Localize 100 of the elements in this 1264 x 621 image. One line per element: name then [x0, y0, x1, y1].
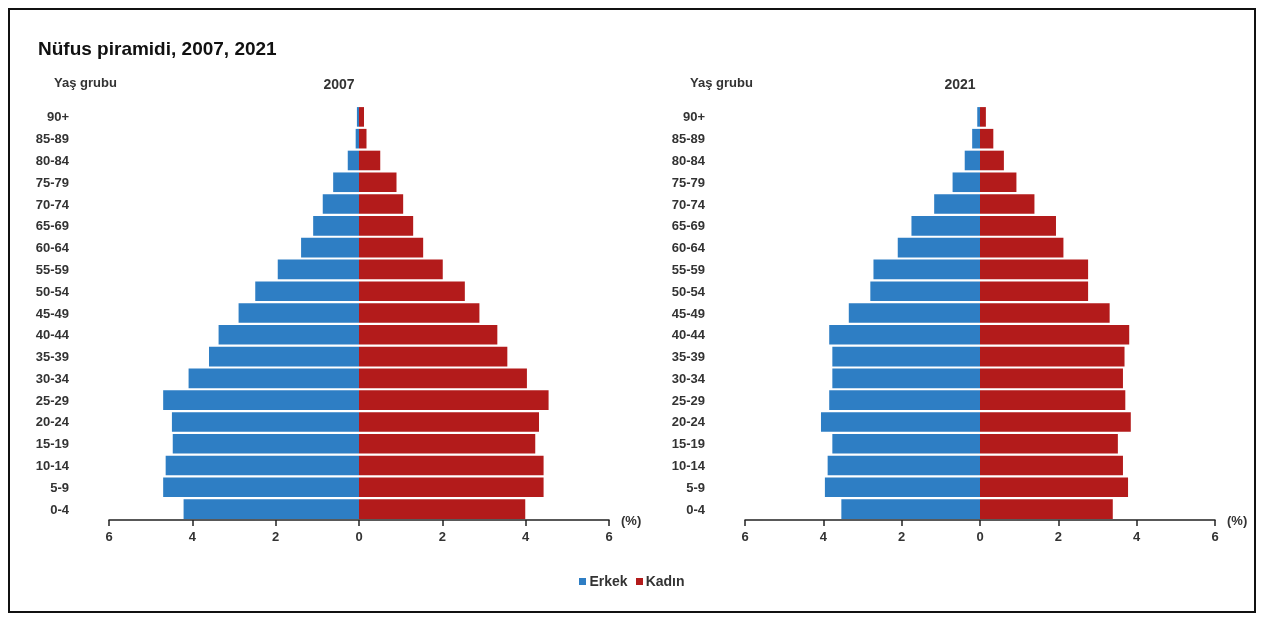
bar — [980, 499, 1113, 519]
x-tick-label: 2 — [898, 529, 906, 544]
bar — [163, 477, 359, 498]
bar — [980, 477, 1129, 498]
bar — [980, 107, 986, 127]
legend-label: Kadın — [645, 573, 685, 589]
x-tick-label: 6 — [1211, 529, 1219, 544]
x-tick-label: 4 — [188, 529, 197, 544]
y-tick-label: 25-29 — [35, 392, 69, 408]
y-tick-label: 75-79 — [35, 174, 69, 190]
x-tick-label: 4 — [819, 529, 828, 544]
y-tick-label: 45-49 — [35, 305, 69, 321]
y-tick-label: 80-84 — [35, 152, 70, 168]
bar — [977, 107, 980, 127]
y-tick-label: 70-74 — [671, 196, 706, 212]
y-tick-label: 60-64 — [35, 240, 70, 256]
bar — [832, 346, 980, 367]
bar — [238, 303, 359, 323]
bar — [980, 259, 1089, 280]
y-tick-label: 80-84 — [671, 152, 706, 168]
y-tick-label: 30-34 — [35, 370, 70, 386]
y-tick-label: 40-44 — [671, 327, 706, 343]
bar — [359, 433, 536, 454]
bar — [848, 303, 980, 323]
x-axis-title: (%) — [621, 512, 642, 528]
bar — [897, 237, 980, 258]
bar — [183, 499, 359, 519]
bar — [359, 150, 381, 171]
y-tick-label: 30-34 — [671, 370, 706, 386]
bar — [980, 128, 994, 149]
y-tick-label: 20-24 — [671, 414, 706, 430]
y-tick-label: 20-24 — [35, 414, 70, 430]
y-tick-label: 55-59 — [35, 261, 69, 277]
bar — [964, 150, 980, 171]
bar — [359, 477, 544, 498]
bar — [824, 477, 980, 498]
y-tick-label: 5-9 — [50, 479, 69, 495]
bar — [873, 259, 980, 280]
bar — [980, 412, 1131, 432]
bar — [829, 324, 980, 345]
y-tick-label: 10-14 — [671, 458, 706, 474]
x-tick-label: 0 — [976, 529, 984, 544]
bar — [980, 324, 1130, 345]
bar — [359, 412, 539, 432]
bar — [218, 324, 359, 345]
chart-subtitle: 2007 — [323, 76, 355, 92]
y-tick-label: 70-74 — [35, 196, 70, 212]
bar — [359, 259, 443, 280]
bar — [841, 499, 980, 519]
bar — [980, 455, 1123, 476]
bar — [980, 303, 1110, 323]
bar — [359, 324, 498, 345]
bar — [980, 281, 1089, 302]
bar — [820, 412, 980, 432]
bar — [165, 455, 359, 476]
bar — [359, 390, 549, 410]
legend-label: Erkek — [589, 573, 628, 589]
y-tick-label: 5-9 — [686, 479, 705, 495]
bar — [347, 150, 359, 171]
y-tick-label: 85-89 — [671, 131, 705, 147]
y-tick-label: 35-39 — [35, 349, 69, 365]
bar — [980, 433, 1118, 454]
bar — [832, 368, 980, 389]
bar — [172, 433, 359, 454]
y-axis-title: Yaş grubu — [54, 75, 117, 90]
bar — [277, 259, 359, 280]
x-tick-label: 4 — [522, 529, 531, 544]
bar — [980, 368, 1123, 389]
y-tick-label: 0-4 — [50, 501, 70, 517]
x-tick-label: 4 — [1133, 529, 1142, 544]
x-tick-label: 2 — [272, 529, 280, 544]
y-tick-label: 75-79 — [671, 174, 705, 190]
bar — [827, 455, 980, 476]
y-tick-label: 15-19 — [35, 436, 69, 452]
bar — [359, 172, 397, 193]
bar — [163, 390, 359, 410]
y-tick-label: 40-44 — [35, 327, 70, 343]
bar — [359, 368, 527, 389]
y-tick-label: 65-69 — [35, 218, 69, 234]
bar — [301, 237, 359, 258]
bar — [359, 194, 404, 214]
bar — [171, 412, 359, 432]
bar — [980, 346, 1125, 367]
chart-title: 2021 — [944, 76, 976, 92]
y-tick-label: 90+ — [682, 109, 706, 125]
bar — [980, 390, 1126, 410]
y-tick-label: 60-64 — [671, 240, 706, 256]
y-tick-label: 15-19 — [671, 436, 705, 452]
x-tick-label: 6 — [741, 529, 749, 544]
bar — [333, 172, 359, 193]
bar — [188, 368, 359, 389]
bar — [359, 216, 414, 236]
bar — [829, 390, 980, 410]
y-tick-label: 55-59 — [671, 261, 705, 277]
y-tick-label: 50-54 — [35, 283, 70, 299]
bar — [209, 346, 359, 367]
bar — [934, 194, 980, 214]
bar — [832, 433, 980, 454]
bar — [980, 237, 1064, 258]
bar — [322, 194, 359, 214]
